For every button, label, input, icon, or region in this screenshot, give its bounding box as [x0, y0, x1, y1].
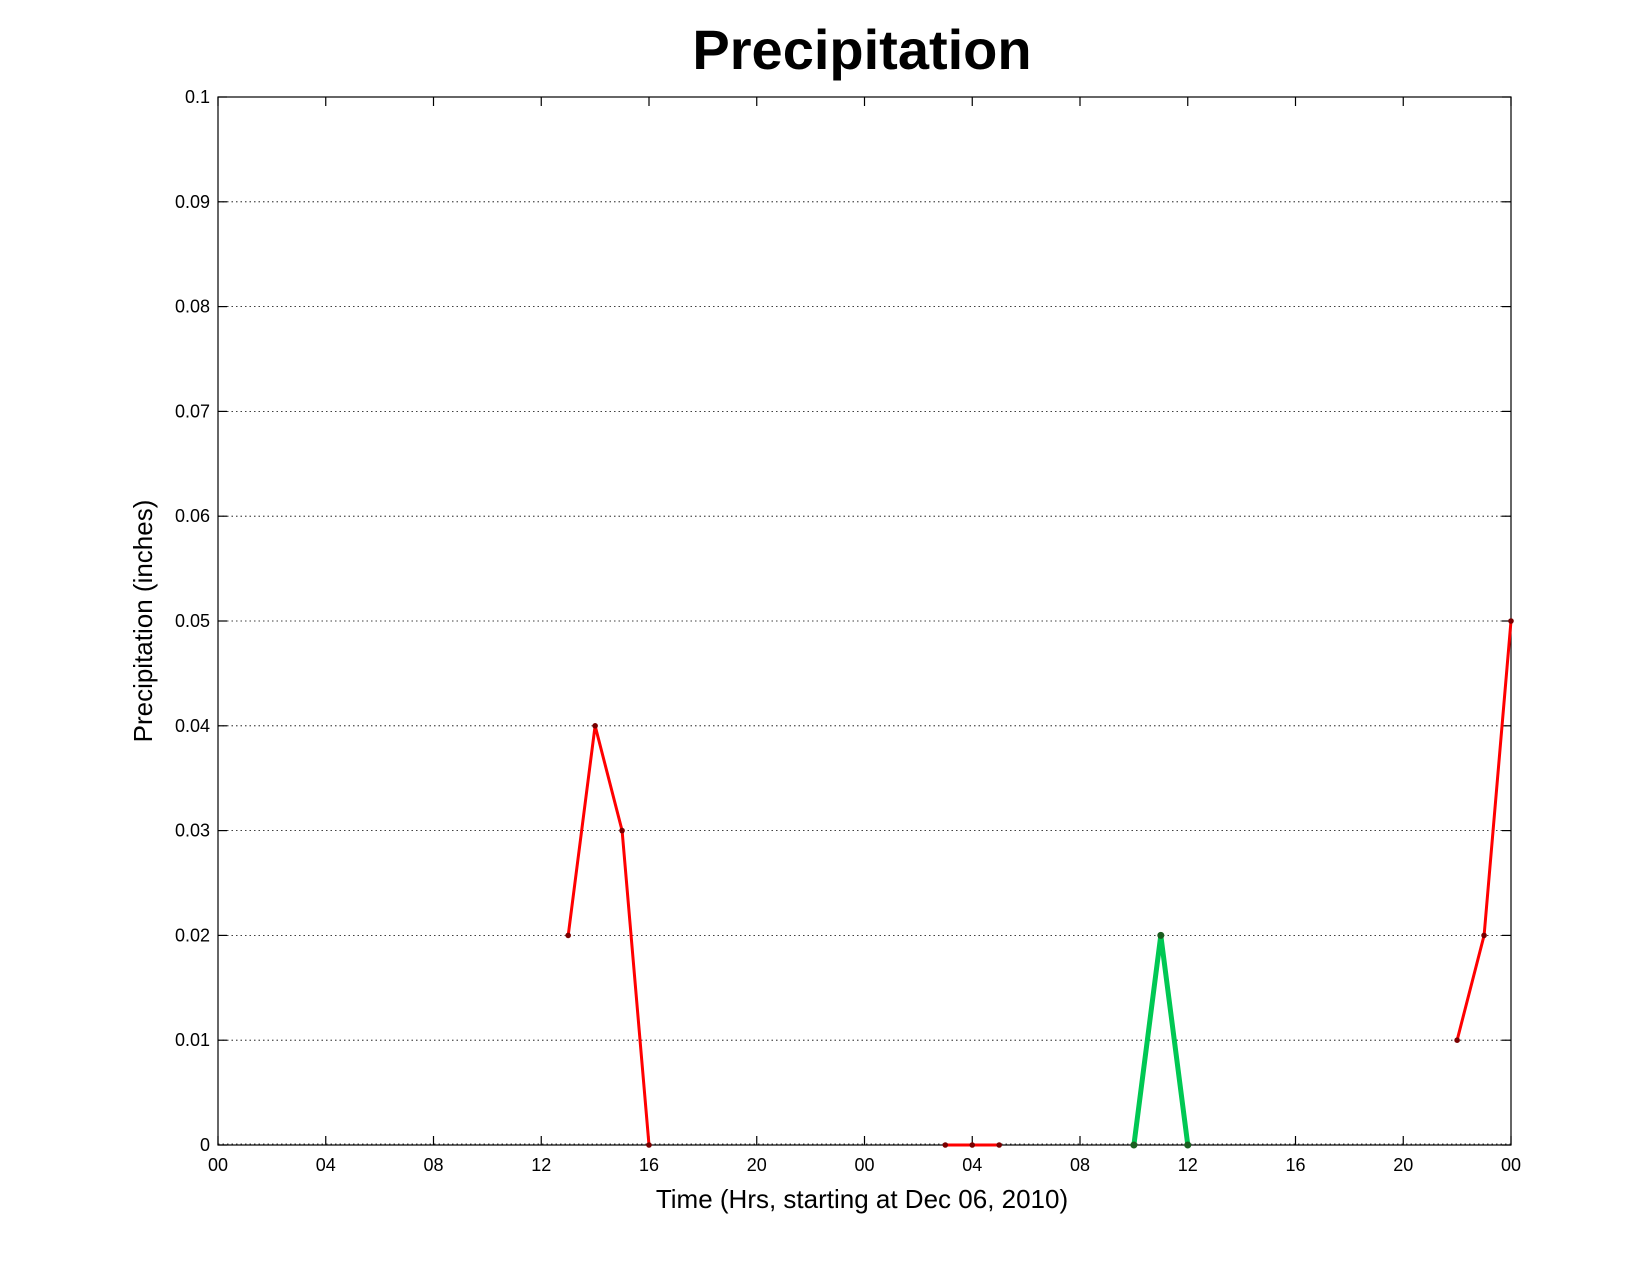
data-point [942, 1142, 949, 1148]
data-point [619, 827, 625, 834]
tick-layer: 0 0.01 0.02 0.03 0.04 0.05 0.06 0.07 0.08 0.09 0.1… [175, 87, 1521, 1175]
x-tick-label: 08 [1070, 1155, 1090, 1175]
y-tick-label: 0.02 [175, 925, 210, 945]
data-point [565, 932, 571, 939]
x-tick-label: 20 [1393, 1155, 1413, 1175]
x-tick-label: 00 [1501, 1155, 1521, 1175]
data-point [1130, 1141, 1138, 1149]
y-tick-label: 0.05 [175, 611, 210, 631]
y-tick-label: 0.07 [175, 401, 210, 421]
data-point [1454, 1037, 1460, 1043]
y-tick-label: 0.09 [175, 192, 210, 212]
series-line-1 [566, 724, 651, 1146]
x-tick-label: 20 [747, 1155, 767, 1175]
x-tick-label: 04 [316, 1155, 336, 1175]
y-tick-label: 0.01 [175, 1030, 210, 1050]
y-tick-label: 0.08 [175, 297, 210, 317]
x-tick-label: 00 [208, 1155, 228, 1175]
y-tick-label: 0 [200, 1135, 210, 1155]
y-tick-label: 0.03 [175, 821, 210, 841]
y-axis-label: Precipitation (inches) [128, 500, 158, 743]
data-point [969, 1142, 976, 1148]
x-tick-label: 12 [1178, 1155, 1198, 1175]
x-tick-label: 04 [962, 1155, 982, 1175]
y-tick-label: 0.06 [175, 506, 210, 526]
data-point [646, 1142, 652, 1148]
data-point [996, 1142, 1002, 1148]
x-tick-label: 12 [531, 1155, 551, 1175]
y-tick-label: 0.04 [175, 716, 210, 736]
x-tick-label: 16 [1285, 1155, 1305, 1175]
y-tick-label: 0.1 [185, 87, 210, 107]
x-tick-label: 08 [423, 1155, 443, 1175]
x-tick-label: 16 [639, 1155, 659, 1175]
grid-layer [218, 201, 1511, 1145]
x-tick-label: 00 [854, 1155, 874, 1175]
data-point [592, 723, 598, 729]
data-point [1184, 1141, 1192, 1149]
x-axis-label: Time (Hrs, starting at Dec 06, 2010) [656, 1184, 1068, 1214]
data-point [1508, 618, 1514, 624]
data-point [1157, 931, 1165, 939]
series-layer [565, 618, 1514, 1149]
data-point [1481, 932, 1487, 939]
chart-title: Precipitation [692, 18, 1031, 81]
